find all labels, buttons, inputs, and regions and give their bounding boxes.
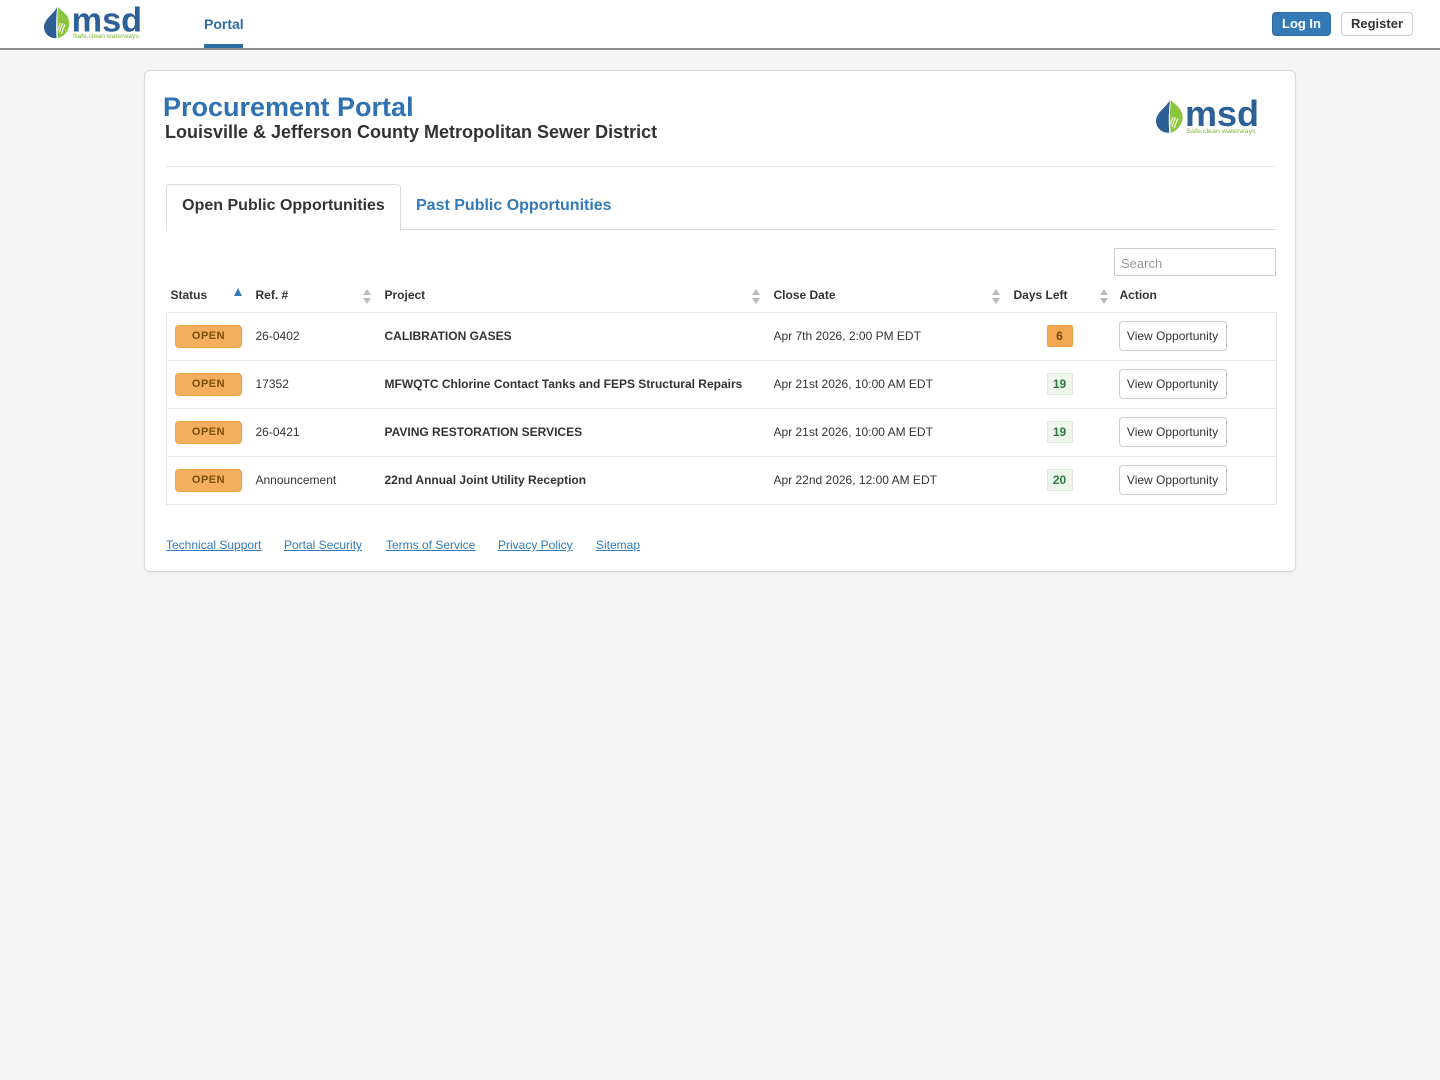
svg-text:Safe,clean waterways: Safe,clean waterways: [1186, 128, 1256, 135]
svg-text:msd: msd: [72, 2, 143, 40]
svg-text:Safe,clean waterways: Safe,clean waterways: [73, 33, 139, 40]
svg-text:msd: msd: [1185, 93, 1259, 134]
